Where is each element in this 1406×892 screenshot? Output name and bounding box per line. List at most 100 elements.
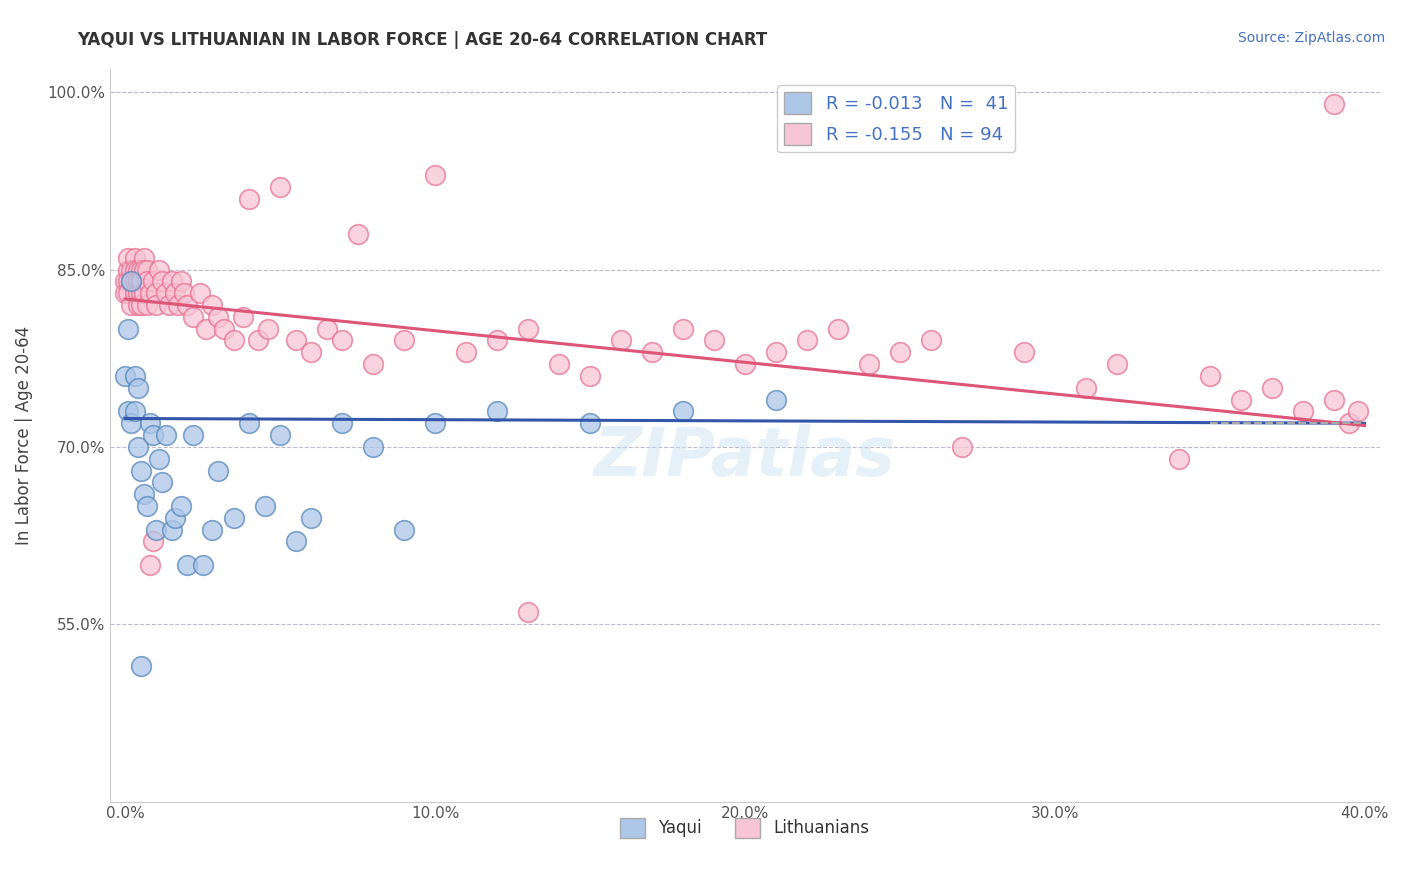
Point	[950, 440, 973, 454]
Point	[827, 321, 849, 335]
Point	[152, 274, 174, 288]
Point	[284, 534, 307, 549]
Point	[1198, 368, 1220, 383]
Point	[672, 321, 695, 335]
Point	[129, 463, 152, 477]
Point	[117, 404, 139, 418]
Legend: Yaqui, Lithuanians: Yaqui, Lithuanians	[613, 811, 876, 845]
Point	[163, 511, 186, 525]
Point	[145, 523, 167, 537]
Point	[1291, 404, 1313, 418]
Point	[132, 487, 155, 501]
Point	[120, 416, 142, 430]
Point	[641, 345, 664, 359]
Point	[889, 345, 911, 359]
Point	[703, 334, 725, 348]
Point	[579, 416, 602, 430]
Point	[423, 416, 446, 430]
Point	[269, 179, 291, 194]
Point	[253, 499, 276, 513]
Text: Source: ZipAtlas.com: Source: ZipAtlas.com	[1237, 31, 1385, 45]
Point	[136, 262, 159, 277]
Point	[548, 357, 571, 371]
Point	[145, 298, 167, 312]
Point	[1339, 416, 1361, 430]
Point	[155, 286, 177, 301]
Point	[1323, 97, 1346, 112]
Text: YAQUI VS LITHUANIAN IN LABOR FORCE | AGE 20-64 CORRELATION CHART: YAQUI VS LITHUANIAN IN LABOR FORCE | AGE…	[77, 31, 768, 49]
Point	[160, 523, 183, 537]
Point	[127, 381, 149, 395]
Point	[129, 274, 152, 288]
Point	[579, 368, 602, 383]
Point	[124, 262, 146, 277]
Point	[142, 428, 165, 442]
Point	[256, 321, 278, 335]
Point	[920, 334, 942, 348]
Point	[129, 286, 152, 301]
Point	[129, 262, 152, 277]
Point	[120, 262, 142, 277]
Point	[207, 310, 229, 324]
Point	[170, 274, 193, 288]
Point	[127, 298, 149, 312]
Point	[858, 357, 880, 371]
Point	[127, 440, 149, 454]
Point	[247, 334, 270, 348]
Point	[129, 658, 152, 673]
Point	[672, 404, 695, 418]
Point	[1105, 357, 1128, 371]
Point	[124, 251, 146, 265]
Point	[139, 286, 162, 301]
Point	[129, 274, 152, 288]
Point	[176, 298, 198, 312]
Point	[136, 298, 159, 312]
Point	[1074, 381, 1097, 395]
Point	[117, 262, 139, 277]
Point	[114, 368, 136, 383]
Point	[201, 523, 224, 537]
Point	[423, 168, 446, 182]
Point	[207, 463, 229, 477]
Point	[1323, 392, 1346, 407]
Point	[136, 499, 159, 513]
Point	[222, 334, 245, 348]
Point	[136, 274, 159, 288]
Point	[160, 274, 183, 288]
Point	[173, 286, 195, 301]
Point	[1347, 404, 1369, 418]
Point	[238, 416, 260, 430]
Point	[1229, 392, 1251, 407]
Point	[392, 523, 415, 537]
Point	[124, 368, 146, 383]
Point	[132, 262, 155, 277]
Point	[486, 334, 509, 348]
Point	[183, 428, 205, 442]
Point	[361, 440, 384, 454]
Point	[114, 274, 136, 288]
Point	[610, 334, 633, 348]
Point	[796, 334, 818, 348]
Point	[214, 321, 236, 335]
Point	[145, 286, 167, 301]
Point	[139, 558, 162, 573]
Point	[117, 321, 139, 335]
Point	[139, 416, 162, 430]
Point	[176, 558, 198, 573]
Point	[188, 286, 211, 301]
Point	[299, 345, 322, 359]
Point	[183, 310, 205, 324]
Point	[148, 451, 170, 466]
Point	[454, 345, 477, 359]
Point	[517, 606, 540, 620]
Point	[155, 428, 177, 442]
Point	[124, 274, 146, 288]
Point	[132, 251, 155, 265]
Point	[114, 286, 136, 301]
Point	[148, 262, 170, 277]
Point	[120, 274, 142, 288]
Point	[157, 298, 180, 312]
Point	[170, 499, 193, 513]
Point	[120, 298, 142, 312]
Point	[194, 321, 217, 335]
